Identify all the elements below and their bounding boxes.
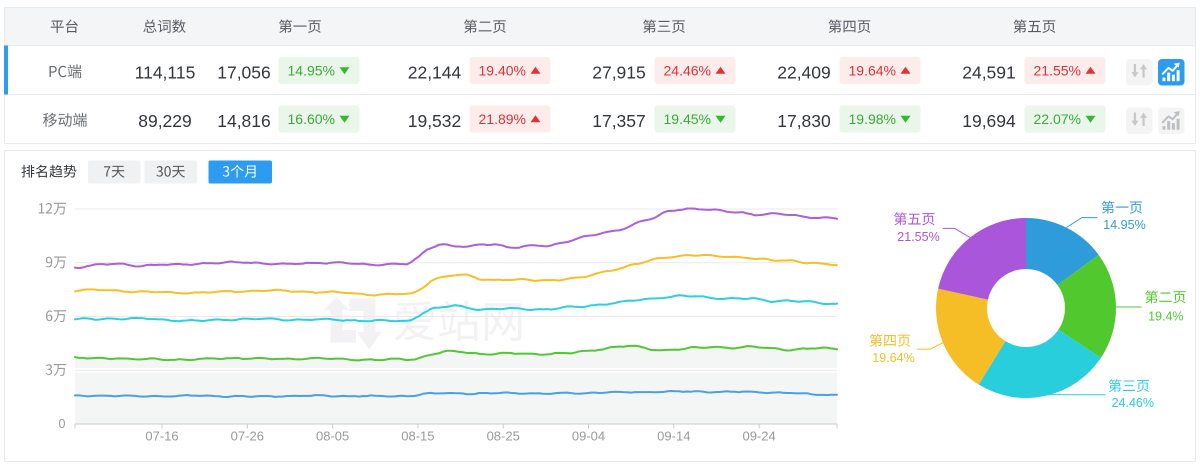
svg-text:08-15: 08-15	[401, 429, 434, 444]
svg-text:17,357: 17,357	[592, 111, 646, 131]
svg-text:21.89%: 21.89%	[479, 111, 526, 127]
svg-text:09-04: 09-04	[572, 429, 605, 444]
svg-text:24.46%: 24.46%	[664, 63, 711, 79]
svg-text:09-24: 09-24	[742, 429, 775, 444]
svg-text:24,591: 24,591	[962, 63, 1016, 83]
svg-text:08-25: 08-25	[487, 429, 520, 444]
svg-text:21.55%: 21.55%	[897, 230, 939, 244]
svg-text:0: 0	[59, 417, 66, 431]
svg-text:24.46%: 24.46%	[1112, 396, 1154, 410]
svg-text:19.64%: 19.64%	[849, 63, 896, 79]
svg-text:17,830: 17,830	[777, 111, 831, 131]
svg-text:19.98%: 19.98%	[849, 111, 896, 127]
svg-text:09-14: 09-14	[657, 429, 690, 444]
svg-text:17,056: 17,056	[217, 63, 271, 83]
svg-text:08-05: 08-05	[316, 429, 349, 444]
svg-text:19.64%: 19.64%	[872, 351, 914, 365]
svg-text:21.55%: 21.55%	[1034, 63, 1081, 79]
svg-text:22,144: 22,144	[408, 63, 462, 83]
svg-text:22.07%: 22.07%	[1034, 111, 1081, 127]
svg-text:19.45%: 19.45%	[664, 111, 711, 127]
svg-text:89,229: 89,229	[138, 111, 192, 131]
svg-text:14,816: 14,816	[217, 111, 271, 131]
svg-text:22,409: 22,409	[777, 63, 831, 83]
svg-text:19,532: 19,532	[408, 111, 462, 131]
svg-text:07-16: 07-16	[145, 429, 178, 444]
svg-text:27,915: 27,915	[592, 63, 646, 83]
svg-text:19.40%: 19.40%	[479, 63, 526, 79]
svg-text:16.60%: 16.60%	[288, 111, 335, 127]
svg-text:07-26: 07-26	[231, 429, 264, 444]
svg-text:14.95%: 14.95%	[1103, 218, 1145, 232]
svg-text:19.4%: 19.4%	[1148, 309, 1183, 323]
svg-text:19,694: 19,694	[962, 111, 1016, 131]
svg-text:14.95%: 14.95%	[288, 63, 335, 79]
svg-text:114,115: 114,115	[135, 63, 196, 83]
